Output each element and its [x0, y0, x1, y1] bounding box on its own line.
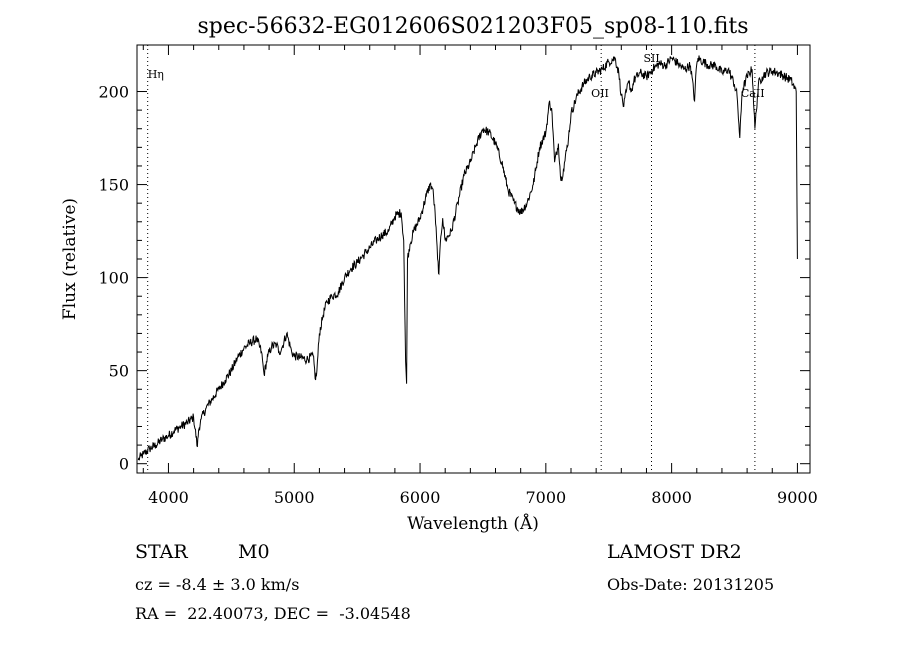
plot-frame [136, 44, 811, 474]
y-axis-label: Flux (relative) [60, 198, 80, 320]
y-tick-label: 200 [98, 83, 129, 102]
subclass: M0 [238, 541, 270, 563]
x-tick-label: 6000 [400, 488, 441, 507]
x-tick-label: 9000 [777, 488, 818, 507]
y-tick-label: 100 [98, 269, 129, 288]
obs-date: Obs-Date: 20131205 [607, 575, 775, 594]
y-tick-label: 50 [109, 362, 129, 381]
chart-title: spec-56632-EG012606S021203F05_sp08-110.f… [197, 14, 748, 39]
spectrum-line [137, 55, 798, 461]
spectral-line-label: OII [591, 87, 609, 100]
redshift-cz: cz = -8.4 ± 3.0 km/s [135, 575, 300, 594]
x-tick-label: 8000 [651, 488, 692, 507]
y-tick-label: 0 [119, 455, 129, 474]
x-tick-label: 5000 [274, 488, 315, 507]
y-tick-label: 150 [98, 176, 129, 195]
coordinates: RA = 22.40073, DEC = -3.04548 [135, 604, 411, 623]
spectral-line-label: SII [643, 52, 659, 65]
x-axis-label: Wavelength (Å) [407, 513, 539, 534]
object-class: STAR [135, 541, 188, 563]
x-tick-label: 7000 [525, 488, 566, 507]
x-tick-label: 4000 [148, 488, 189, 507]
spectral-line-label: Hη [148, 68, 164, 81]
spectral-line-label: CaII [741, 87, 765, 100]
survey-name: LAMOST DR2 [607, 541, 742, 563]
